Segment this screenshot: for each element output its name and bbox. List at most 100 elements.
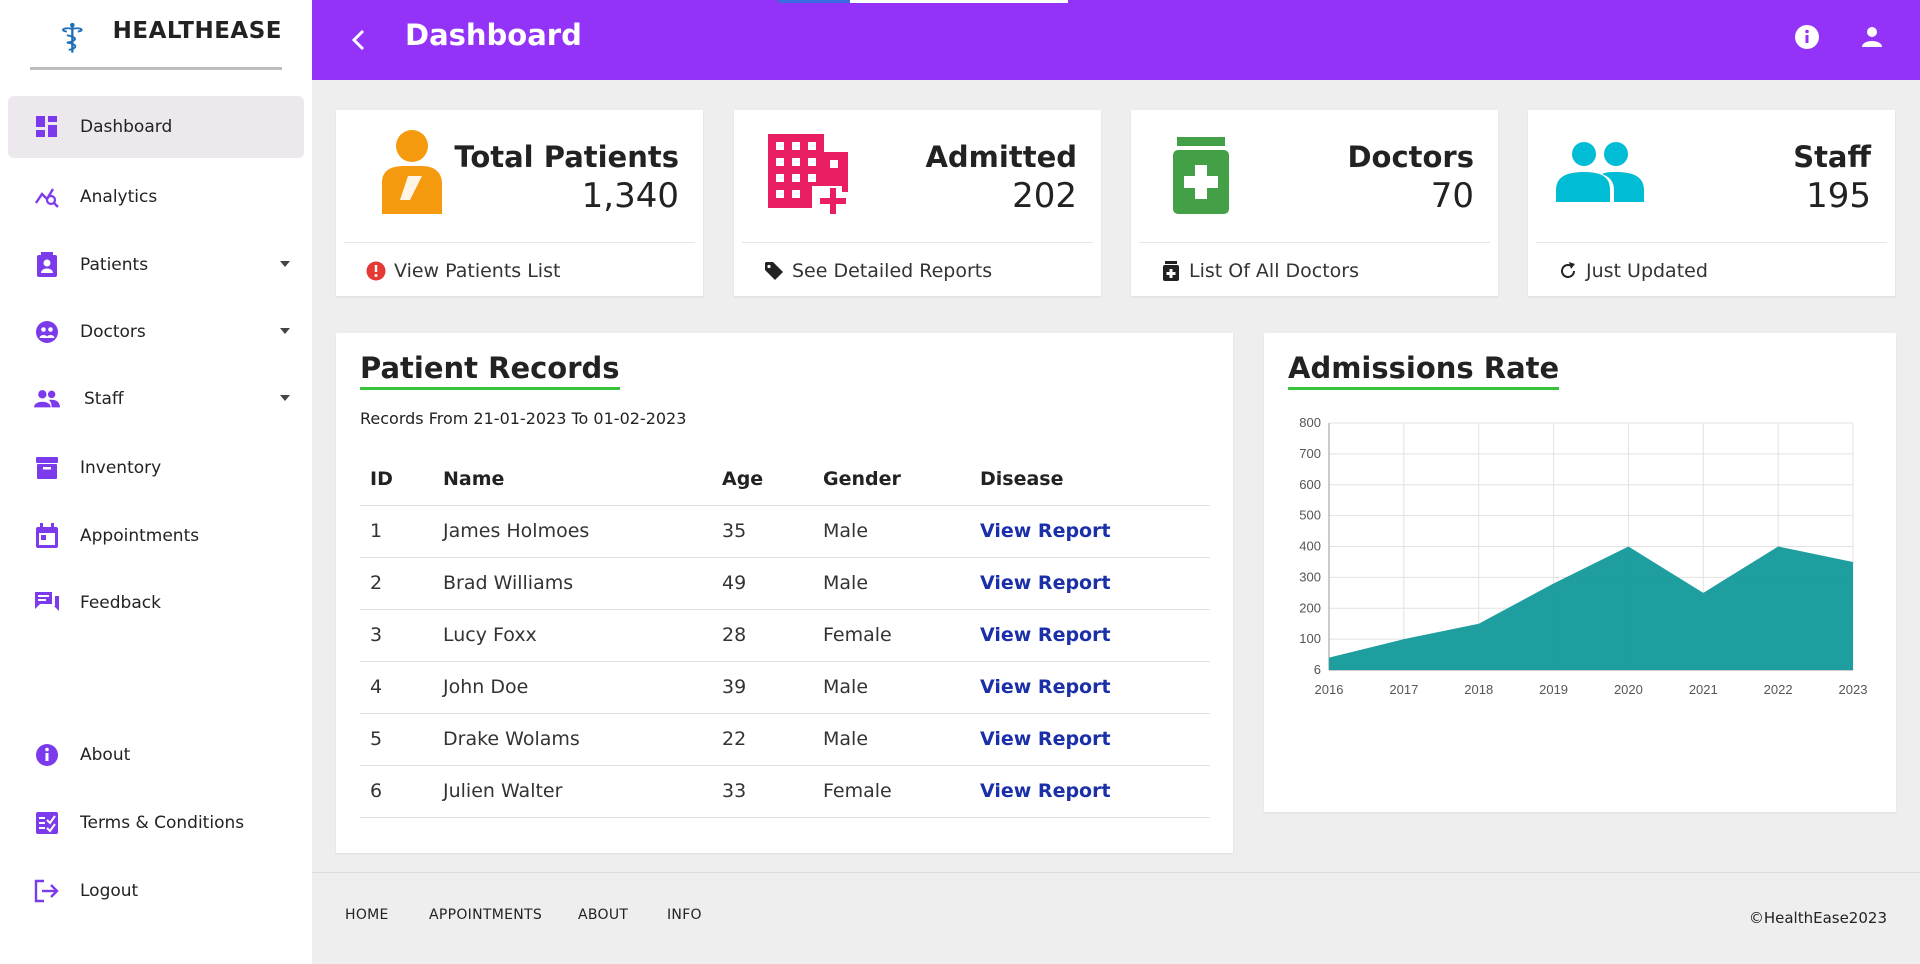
stat-title: Admitted [925, 140, 1077, 174]
sidebar-item-label: Analytics [80, 187, 158, 207]
footer-link-home[interactable]: HOME [345, 907, 389, 923]
cell-gender: Male [813, 505, 970, 558]
y-tick-label: 200 [1299, 600, 1321, 615]
sidebar-item-label: Logout [80, 881, 139, 901]
analytics-icon [34, 184, 60, 210]
column-header: ID [360, 453, 433, 506]
sidebar-item-label: Patients [80, 255, 149, 275]
info-button[interactable] [1792, 22, 1822, 52]
brand-name: HEALTHEASE [112, 18, 282, 44]
all-doctors-link[interactable]: List Of All Doctors [1161, 260, 1359, 282]
table-row: 4 John Doe 39 Male View Report [360, 661, 1210, 714]
sidebar-item-dashboard[interactable]: Dashboard [8, 96, 304, 158]
people-icon [1556, 142, 1644, 202]
footer-link-about[interactable]: ABOUT [578, 907, 629, 923]
y-tick-label: 300 [1299, 569, 1321, 584]
cell-id: 4 [360, 661, 433, 714]
x-tick-label: 2021 [1689, 682, 1718, 697]
sidebar-item-patients[interactable]: Patients [8, 234, 304, 296]
chevron-down-icon[interactable] [280, 261, 290, 267]
cell-gender: Male [813, 713, 970, 766]
chevron-down-icon[interactable] [280, 328, 290, 334]
y-tick-label: 6 [1314, 662, 1321, 677]
cell-id: 5 [360, 713, 433, 766]
cell-name: Julien Walter [433, 765, 712, 818]
area-series [1329, 546, 1853, 670]
table-row: 3 Lucy Foxx 28 Female View Report [360, 609, 1210, 662]
checklist-icon [34, 810, 60, 836]
sidebar-item-label: Inventory [80, 458, 162, 478]
top-app-bar: Dashboard [312, 0, 1920, 80]
chevron-down-icon[interactable] [280, 395, 290, 401]
page-footer: HOME APPOINTMENTS ABOUT INFO ©HealthEase… [312, 872, 1920, 964]
stat-card-staff: Staff 195 Just Updated [1528, 110, 1895, 296]
cell-age: 22 [712, 713, 813, 766]
dashboard-icon [34, 114, 60, 140]
cell-id: 1 [360, 505, 433, 558]
x-tick-label: 2017 [1389, 682, 1418, 697]
sidebar-item-label: Appointments [80, 526, 200, 546]
x-tick-label: 2019 [1539, 682, 1568, 697]
y-tick-label: 700 [1299, 446, 1321, 461]
cell-id: 3 [360, 609, 433, 662]
sidebar-item-terms[interactable]: Terms & Conditions [8, 792, 304, 854]
stat-footer-text: List Of All Doctors [1189, 260, 1360, 282]
calendar-icon [34, 523, 60, 549]
sidebar-item-analytics[interactable]: Analytics [8, 166, 304, 228]
admissions-chart: 6 100 200 300 400 500 600 700 800 2016 2017 2018 201… [1299, 415, 1867, 697]
stat-footer-text: See Detailed Reports [792, 260, 993, 282]
cell-gender: Male [813, 557, 970, 610]
sidebar-item-about[interactable]: About [8, 724, 304, 786]
sidebar-item-staff[interactable]: Staff [8, 368, 304, 430]
cell-age: 33 [712, 765, 813, 818]
stat-title: Staff [1793, 140, 1871, 174]
sidebar-item-feedback[interactable]: Feedback [8, 572, 304, 634]
sidebar-item-doctors[interactable]: Doctors [8, 301, 304, 363]
view-report-link[interactable]: View Report [980, 624, 1111, 646]
feedback-icon [34, 590, 60, 616]
cell-name: Brad Williams [433, 557, 712, 610]
brand[interactable]: HEALTHEASE [30, 12, 282, 70]
hospital-icon [768, 134, 848, 214]
caduceus-icon [62, 22, 83, 53]
cell-gender: Female [813, 765, 970, 818]
view-patients-link[interactable]: View Patients List [366, 260, 560, 282]
cell-gender: Male [813, 661, 970, 714]
records-table: ID Name Age Gender Disease 1 James Holmo… [360, 453, 1210, 818]
x-tick-label: 2022 [1764, 682, 1793, 697]
account-button[interactable] [1857, 22, 1887, 52]
sidebar-item-label: About [80, 745, 131, 765]
copyright: ©HealthEase2023 [1748, 909, 1887, 927]
detailed-reports-link[interactable]: See Detailed Reports [764, 260, 992, 282]
admissions-rate-panel: Admissions Rate 6 100 200 300 400 500 600 700 80… [1264, 333, 1896, 812]
stat-value: 1,340 [581, 176, 679, 216]
back-button[interactable] [340, 22, 376, 58]
stat-card-doctors: Doctors 70 List Of All Doctors [1131, 110, 1498, 296]
column-header: Name [433, 453, 712, 506]
panel-title: Admissions Rate [1288, 351, 1560, 390]
sidebar-item-logout[interactable]: Logout [8, 860, 304, 922]
stat-value: 70 [1430, 176, 1474, 216]
stat-card-total-patients: Total Patients 1,340 View Patients List [336, 110, 703, 296]
y-tick-label: 500 [1299, 508, 1321, 523]
view-report-link[interactable]: View Report [980, 520, 1111, 542]
cell-id: 2 [360, 557, 433, 610]
column-header: Disease [970, 453, 1210, 506]
view-report-link[interactable]: View Report [980, 572, 1111, 594]
refresh-icon [1558, 261, 1578, 281]
stat-card-admitted: Admitted 202 See Detailed Reports [734, 110, 1101, 296]
footer-link-info[interactable]: INFO [667, 907, 702, 923]
y-tick-label: 800 [1299, 415, 1321, 430]
footer-link-appointments[interactable]: APPOINTMENTS [429, 907, 543, 923]
sidebar-item-label: Doctors [80, 322, 146, 342]
stat-title: Doctors [1347, 140, 1474, 174]
info-icon [34, 742, 60, 768]
cell-id: 6 [360, 765, 433, 818]
sidebar-item-appointments[interactable]: Appointments [8, 505, 304, 567]
view-report-link[interactable]: View Report [980, 780, 1111, 802]
view-report-link[interactable]: View Report [980, 728, 1111, 750]
just-updated-status: Just Updated [1558, 260, 1708, 282]
sidebar-item-inventory[interactable]: Inventory [8, 437, 304, 499]
y-tick-label: 400 [1299, 539, 1321, 554]
view-report-link[interactable]: View Report [980, 676, 1111, 698]
